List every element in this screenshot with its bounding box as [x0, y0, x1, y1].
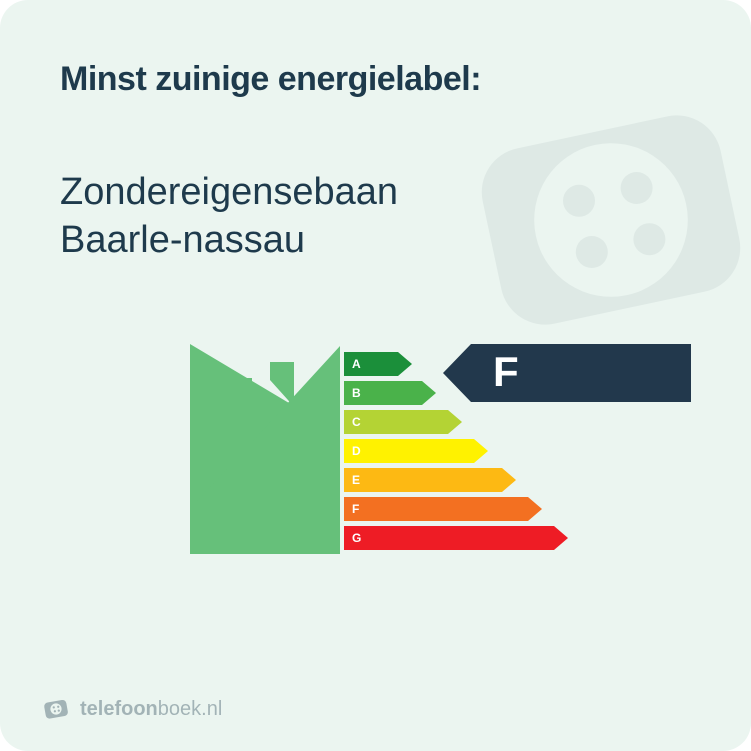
address-line-2: Baarle-nassau [60, 217, 691, 265]
energy-label-card: Minst zuinige energielabel: Zondereigens… [0, 0, 751, 751]
rating-letter: F [493, 344, 519, 400]
energy-bar-label: E [352, 468, 360, 492]
energy-bar-row: D [344, 439, 604, 463]
footer-brand-suffix: .nl [201, 698, 222, 720]
energy-chart: ABCDEFG F [60, 344, 691, 569]
energy-bar-tip [474, 439, 488, 463]
rating-arrow: F [471, 344, 691, 402]
energy-bar-label: C [352, 410, 361, 434]
energy-bar-row: G [344, 526, 604, 550]
footer-brand-text: telefoonboek.nl [80, 698, 222, 721]
energy-bar [344, 468, 502, 492]
energy-bar [344, 439, 474, 463]
energy-bar-row: C [344, 410, 604, 434]
card-title: Minst zuinige energielabel: [60, 60, 691, 99]
footer-icon [42, 695, 70, 723]
energy-bar-tip [502, 468, 516, 492]
energy-bar-label: B [352, 381, 361, 405]
house-icon [190, 344, 340, 554]
address-line-1: Zondereigensebaan [60, 169, 691, 217]
energy-bar-label: F [352, 497, 359, 521]
energy-bar-tip [398, 352, 412, 376]
energy-bar-tip [448, 410, 462, 434]
energy-bar-label: G [352, 526, 361, 550]
energy-bar-row: F [344, 497, 604, 521]
energy-bar-tip [528, 497, 542, 521]
energy-bar-tip [422, 381, 436, 405]
footer-logo: telefoonboek.nl [42, 695, 222, 723]
footer-brand-bold: telefoon [80, 698, 158, 720]
energy-bar [344, 497, 528, 521]
energy-bar-label: D [352, 439, 361, 463]
energy-bar-label: A [352, 352, 361, 376]
footer-brand-light: boek [158, 698, 201, 720]
energy-bar [344, 526, 554, 550]
address-block: Zondereigensebaan Baarle-nassau [60, 169, 691, 264]
energy-bar-tip [554, 526, 568, 550]
energy-bar-row: E [344, 468, 604, 492]
